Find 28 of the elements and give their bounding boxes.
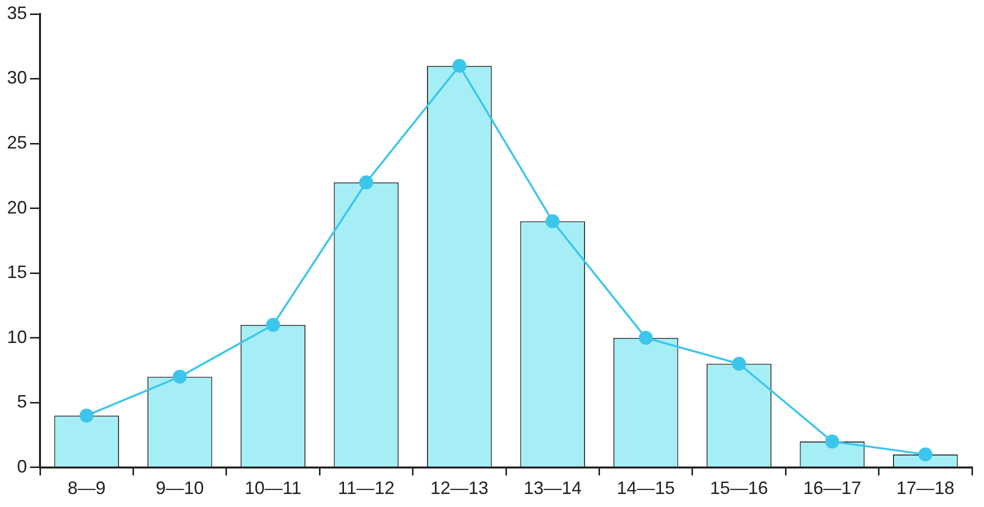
y-tick-label: 15: [6, 262, 28, 282]
x-tick-label: 17—18: [896, 478, 954, 498]
x-tick-label: 11—12: [338, 478, 395, 498]
point: [172, 370, 187, 384]
x-tick-label: 14—15: [616, 478, 675, 498]
x-tick-label: 16—17: [803, 478, 862, 498]
y-tick-label: 0: [17, 456, 28, 476]
point: [825, 434, 840, 448]
x-tick-label: 12—13: [430, 478, 488, 498]
x-tick-label: 15—16: [710, 478, 768, 498]
point: [80, 408, 94, 423]
x-tick-label: 9—10: [156, 478, 204, 498]
y-tick-label: 25: [6, 132, 28, 153]
x-tick-label: 10—11: [244, 478, 302, 498]
x-tick-label: 13—14: [524, 478, 582, 498]
y-tick-label: 30: [6, 68, 28, 88]
point: [452, 58, 466, 73]
x-tick-label: 8—9: [68, 478, 106, 498]
point: [266, 318, 280, 332]
point: [359, 175, 374, 190]
y-tick-label: 35: [6, 2, 28, 23]
point: [546, 214, 560, 228]
y-tick-label: 10: [6, 326, 28, 347]
point: [732, 356, 746, 371]
point: [638, 330, 653, 345]
y-tick-label: 20: [6, 197, 28, 218]
y-tick-label: 5: [17, 392, 28, 412]
point: [918, 447, 932, 462]
